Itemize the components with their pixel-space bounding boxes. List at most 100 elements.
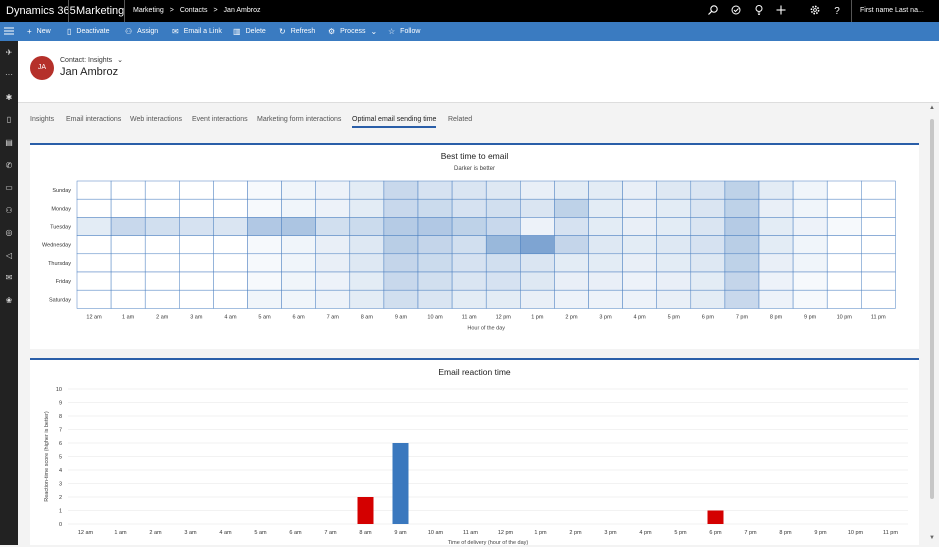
plus-icon[interactable] [775,4,787,16]
document-icon[interactable]: ▯ [6,115,12,124]
heatmap-column-label: 6 pm [702,314,715,320]
heatmap-column-label: 11 pm [871,314,886,320]
heatmap-cell [690,235,726,255]
y-tick-label: 9 [59,401,62,407]
heatmap-row-label: Wednesday [42,243,71,249]
x-tick-label: 2 am [149,530,162,536]
heatmap-cell [861,235,896,255]
heatmap-cell [349,235,385,255]
process-button[interactable]: ⚙ Process ⌄ [328,27,377,36]
heatmap-cell [383,198,419,218]
deactivate-button[interactable]: ▯ Deactivate [67,27,109,36]
tab-marketing-form-interactions[interactable]: Marketing form interactions [257,116,342,123]
heatmap-cell [417,271,453,291]
megaphone-icon[interactable]: ◁ [5,251,13,260]
tab-insights[interactable]: Insights [30,116,55,123]
heatmap-column-label: 10 pm [837,314,853,320]
heatmap-column-label: 5 pm [668,314,681,320]
scroll-up-icon[interactable]: ▲ [929,105,935,111]
heatmap-cell [110,217,146,236]
x-tick-label: 3 pm [604,530,617,536]
x-axis-label: Time of delivery (hour of the day) [448,540,529,546]
heatmap-cell [690,289,726,309]
pin-icon[interactable]: ✈ [5,48,13,57]
heatmap-row-label: Thursday [48,261,71,267]
x-tick-label: 11 pm [883,530,898,536]
user-name[interactable]: First name Last na... [860,7,924,14]
tab-web-interactions[interactable]: Web interactions [130,116,183,123]
person-icon[interactable]: ⚇ [5,206,13,215]
heatmap-cell [588,235,623,255]
tab-event-interactions[interactable]: Event interactions [192,116,248,123]
heatmap-column-label: 8 pm [770,314,783,320]
heatmap-cell [383,271,419,291]
new-button[interactable]: + New [27,27,51,36]
bar [357,497,374,524]
heatmap-cell [349,271,385,291]
heatmap-cell [76,217,112,236]
vertical-scrollbar[interactable]: ▲ ▼ [927,103,937,545]
heatmap-cell [315,217,351,236]
heatmap-cell [554,180,589,200]
more-icon[interactable]: ··· [5,70,13,79]
bar-chart-title: Email reaction time [438,367,511,377]
heatmap-cell [690,253,726,273]
heatmap-cell [281,180,316,200]
help-icon[interactable]: ? [831,4,843,17]
heatmap-cell [349,289,385,309]
app-name[interactable]: Dynamics 365 [6,5,76,17]
tab-optimal-email-sending-time[interactable]: Optimal email sending time [352,116,437,128]
settings-icon[interactable]: ✱ [5,93,13,102]
heatmap-cell [76,198,112,218]
tab-email-interactions[interactable]: Email interactions [66,116,122,123]
heatmap-cell [383,180,419,200]
heatmap-cell [724,289,760,309]
email-link-button[interactable]: ✉ Email a Link [172,27,222,36]
calendar-icon[interactable]: ▤ [5,138,13,147]
search-icon[interactable] [707,4,719,16]
segment-icon[interactable]: ❀ [5,296,13,305]
heatmap-column-label: 11 am [462,314,477,320]
x-tick-label: 6 am [289,530,302,536]
lightbulb-icon[interactable] [753,4,765,16]
heatmap-cell [485,235,521,255]
delete-button[interactable]: ▥ Delete [233,27,266,36]
scroll-down-icon[interactable]: ▼ [929,535,935,541]
heatmap-column-label: 3 pm [599,314,612,320]
book-icon[interactable]: ▭ [5,183,13,192]
breadcrumb-item-record[interactable]: Jan Ambroz [223,7,261,14]
scrollbar-thumb[interactable] [930,119,934,499]
heatmap-cell [724,235,760,255]
tab-strip: Insights Email interactions Web interact… [18,103,939,133]
record-header: JA Contact: Insights ⌄ Jan Ambroz [18,41,939,103]
gear-icon[interactable] [809,4,821,16]
heatmap-column-label: 12 am [86,314,102,320]
heatmap-cell [110,235,146,255]
heatmap-cell [656,235,692,255]
heatmap-cell [144,217,180,236]
heatmap-cell [758,180,794,200]
assign-button[interactable]: ⚇ Assign [125,27,158,36]
heatmap-cell [656,198,692,218]
module-name[interactable]: Marketing [76,5,125,17]
hamburger-icon[interactable] [4,26,14,39]
breadcrumb-item-contacts[interactable]: Contacts [179,7,208,14]
breadcrumb-item-marketing[interactable]: Marketing [133,7,164,14]
globe-icon[interactable]: ◎ [5,228,13,237]
heatmap-column-label: 1 am [122,314,135,320]
phone-icon[interactable]: ✆ [5,161,13,170]
heatmap-row-label: Monday [51,206,71,212]
heatmap-cell [315,198,351,218]
email-icon[interactable]: ✉ [5,273,13,282]
heatmap-cell [485,180,521,200]
follow-button[interactable]: ☆ Follow [388,27,420,36]
refresh-button[interactable]: ↻ Refresh [279,27,315,36]
x-tick-label: 12 pm [498,530,514,536]
tab-related[interactable]: Related [448,116,473,123]
form-selector[interactable]: Contact: Insights ⌄ [60,56,123,64]
heatmap-cell [792,217,828,236]
heatmap-cell [451,235,487,255]
task-flow-icon[interactable] [730,4,742,16]
y-tick-label: 4 [59,468,62,474]
heatmap-cell [451,271,487,291]
